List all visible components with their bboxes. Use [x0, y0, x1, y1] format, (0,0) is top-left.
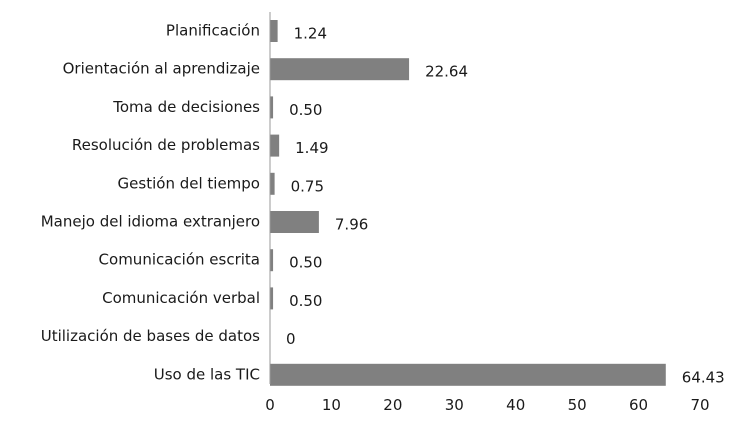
- bar: [270, 211, 319, 233]
- category-label: Comunicación escrita: [99, 251, 260, 269]
- bars-layer: [270, 20, 666, 386]
- bar: [270, 249, 274, 272]
- x-tick-label: 40: [506, 396, 525, 414]
- value-labels: 1.24 22.64 0.50 1.49 0.75 7.96 0.50 0.50 0 64.43: [286, 25, 725, 387]
- x-tick-label: 10: [322, 396, 341, 414]
- x-axis: 0 10 20 30 40 50 60 70: [265, 12, 710, 414]
- x-tick-label: 70: [690, 396, 709, 414]
- x-tick-label: 50: [568, 396, 587, 414]
- bar: [270, 96, 274, 119]
- value-label: 0.75: [291, 177, 324, 195]
- x-tick-label: 0: [265, 396, 275, 414]
- category-label: Toma de decisiones: [112, 98, 260, 116]
- value-label: 0.50: [289, 254, 322, 272]
- x-tick-label: 20: [383, 396, 402, 414]
- value-label: 22.64: [425, 63, 468, 81]
- category-label: Manejo del idioma extranjero: [41, 213, 260, 231]
- value-label: 1.49: [295, 139, 328, 157]
- bar: [270, 58, 410, 81]
- category-labels: Planificación Orientación al aprendizaje T…: [41, 22, 260, 384]
- x-tick-label: 30: [445, 396, 464, 414]
- category-label: Comunicación verbal: [102, 289, 260, 307]
- value-label: 7.96: [335, 216, 368, 234]
- category-label: Gestión del tiempo: [118, 174, 260, 192]
- bar: [270, 363, 666, 386]
- value-label: 0: [286, 330, 296, 348]
- bar: [270, 287, 274, 310]
- category-label: Resolución de problemas: [72, 136, 260, 154]
- bar: [270, 20, 278, 42]
- category-label: Planificación: [166, 22, 260, 40]
- value-label: 0.50: [289, 101, 322, 119]
- category-label: Orientación al aprendizaje: [63, 60, 260, 78]
- x-tick-label: 60: [629, 396, 648, 414]
- value-label: 1.24: [294, 25, 327, 43]
- bar: [270, 134, 280, 157]
- value-label: 64.43: [682, 368, 725, 386]
- category-label: Uso de las TIC: [154, 365, 260, 383]
- bar: [270, 172, 275, 195]
- value-label: 0.50: [289, 292, 322, 310]
- category-label: Utilización de bases de datos: [41, 327, 260, 345]
